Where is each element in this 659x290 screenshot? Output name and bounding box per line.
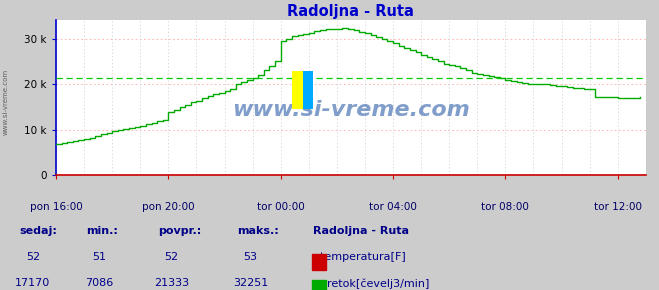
Text: 7086: 7086: [85, 278, 113, 288]
Text: www.si-vreme.com: www.si-vreme.com: [232, 100, 470, 120]
Text: 32251: 32251: [233, 278, 268, 288]
Text: povpr.:: povpr.:: [158, 226, 202, 236]
Text: 52: 52: [164, 252, 179, 262]
Text: pretok[čevelj3/min]: pretok[čevelj3/min]: [313, 278, 430, 289]
FancyBboxPatch shape: [302, 72, 313, 109]
Text: tor 04:00: tor 04:00: [369, 202, 417, 211]
Text: 52: 52: [26, 252, 40, 262]
Text: temperatura[F]: temperatura[F]: [313, 252, 406, 262]
Text: 53: 53: [243, 252, 258, 262]
Text: sedaj:: sedaj:: [20, 226, 57, 236]
Text: maks.:: maks.:: [237, 226, 279, 236]
Text: pon 20:00: pon 20:00: [142, 202, 194, 211]
Text: tor 08:00: tor 08:00: [482, 202, 529, 211]
Text: pon 16:00: pon 16:00: [30, 202, 82, 211]
Text: min.:: min.:: [86, 226, 117, 236]
Text: tor 00:00: tor 00:00: [257, 202, 304, 211]
Text: 21333: 21333: [154, 278, 189, 288]
Text: 51: 51: [92, 252, 106, 262]
Text: Radoljna - Ruta: Radoljna - Ruta: [313, 226, 409, 236]
Text: www.si-vreme.com: www.si-vreme.com: [2, 68, 9, 135]
Title: Radoljna - Ruta: Radoljna - Ruta: [287, 4, 415, 19]
Text: 17170: 17170: [15, 278, 51, 288]
FancyBboxPatch shape: [292, 72, 302, 109]
Text: tor 12:00: tor 12:00: [594, 202, 642, 211]
